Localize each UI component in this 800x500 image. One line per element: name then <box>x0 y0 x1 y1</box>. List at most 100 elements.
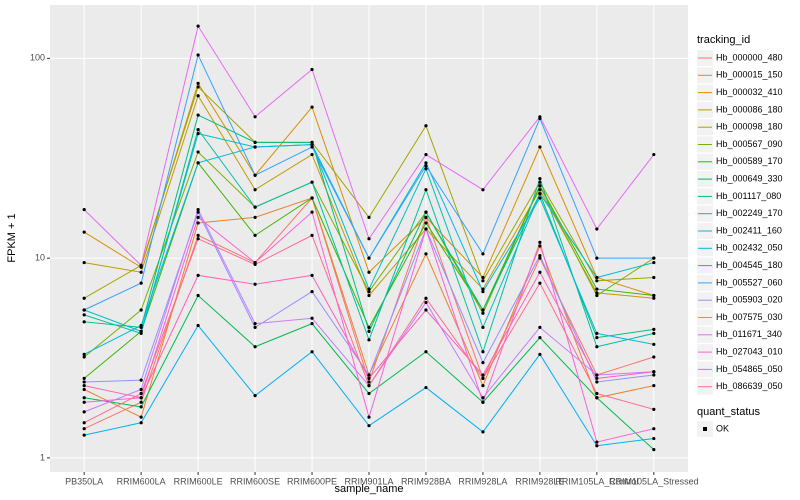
legend-label: Hb_000098_180 <box>716 122 783 132</box>
data-point <box>82 355 86 359</box>
data-point <box>139 378 143 382</box>
y-axis-title: FPKM + 1 <box>6 213 18 262</box>
data-point <box>310 140 314 144</box>
data-point <box>196 207 200 212</box>
data-point <box>367 237 371 241</box>
data-point <box>310 105 314 109</box>
x-tick-label: RRIM600SE <box>230 476 280 486</box>
data-point <box>424 124 428 128</box>
data-point <box>310 273 314 277</box>
data-point <box>595 279 599 283</box>
data-point <box>481 275 485 280</box>
data-point <box>595 345 599 349</box>
data-point <box>595 444 599 448</box>
data-point <box>139 281 143 285</box>
data-point <box>481 308 485 312</box>
data-point <box>139 400 143 404</box>
data-point <box>367 415 371 419</box>
data-point <box>367 287 371 291</box>
legend-label: Hb_027043_010 <box>716 346 783 356</box>
legend-label: Hb_002411_160 <box>716 225 782 235</box>
data-point <box>310 152 314 157</box>
data-point <box>139 308 143 312</box>
legend-label: Hb_001117_080 <box>716 191 781 201</box>
data-point <box>481 360 485 365</box>
legend-title: tracking_id <box>697 34 750 46</box>
data-point <box>253 145 257 149</box>
data-point <box>652 256 656 260</box>
data-point <box>481 311 485 315</box>
data-point <box>481 287 485 291</box>
data-point <box>424 227 428 231</box>
data-point <box>595 380 599 384</box>
data-point <box>424 300 428 305</box>
data-point <box>652 342 656 346</box>
legend-label: Hb_005527_060 <box>716 277 783 287</box>
data-point <box>538 188 542 192</box>
data-point <box>538 325 542 330</box>
data-point <box>310 145 314 149</box>
data-point <box>310 143 314 147</box>
data-point <box>310 350 314 354</box>
data-point <box>139 391 143 396</box>
legend-label: Hb_005903_020 <box>716 295 783 305</box>
data-point <box>253 115 257 119</box>
data-point <box>139 396 143 400</box>
data-point <box>595 376 599 381</box>
data-point <box>595 291 599 295</box>
data-point <box>139 405 143 409</box>
data-point <box>139 421 143 425</box>
data-point <box>424 164 428 168</box>
data-point <box>367 384 371 388</box>
legend-title: quant_status <box>697 406 760 418</box>
data-point <box>367 424 371 428</box>
data-point <box>367 270 371 274</box>
y-tick-label: 100 <box>30 53 45 63</box>
data-point <box>82 433 86 437</box>
data-point <box>139 323 143 328</box>
data-point <box>253 188 257 192</box>
data-point <box>481 279 485 283</box>
data-point <box>652 436 656 441</box>
data-point <box>595 336 599 340</box>
data-point <box>424 210 428 214</box>
data-point <box>481 373 485 377</box>
data-point <box>310 289 314 294</box>
data-point <box>595 440 599 444</box>
data-point <box>196 150 200 154</box>
data-point <box>196 94 200 98</box>
data-point <box>424 167 428 171</box>
data-point <box>82 296 86 300</box>
data-point <box>196 323 200 328</box>
data-point <box>82 410 86 414</box>
data-point <box>652 275 656 280</box>
data-point <box>595 331 599 335</box>
data-point <box>367 391 371 396</box>
data-point <box>196 293 200 298</box>
data-point <box>652 384 656 388</box>
legend-point <box>703 427 707 431</box>
data-point <box>652 448 656 452</box>
x-tick-label: PB350LA <box>65 476 103 486</box>
data-point <box>139 415 143 419</box>
data-point <box>538 256 542 260</box>
data-point <box>82 352 86 356</box>
data-point <box>424 296 428 300</box>
data-point <box>424 188 428 192</box>
legend-label: Hb_011671_340 <box>716 329 782 339</box>
data-point <box>367 376 371 381</box>
x-tick-label: RRIM105LA_Control <box>555 476 638 486</box>
data-point <box>538 336 542 340</box>
data-point <box>196 161 200 165</box>
data-point <box>652 427 656 431</box>
data-point <box>253 325 257 330</box>
data-point <box>367 338 371 342</box>
data-point <box>481 325 485 330</box>
data-point <box>139 263 143 267</box>
data-point <box>367 380 371 384</box>
data-point <box>595 287 599 291</box>
data-point <box>82 384 86 388</box>
data-point <box>424 152 428 157</box>
data-point <box>310 196 314 200</box>
data-point <box>253 262 257 267</box>
